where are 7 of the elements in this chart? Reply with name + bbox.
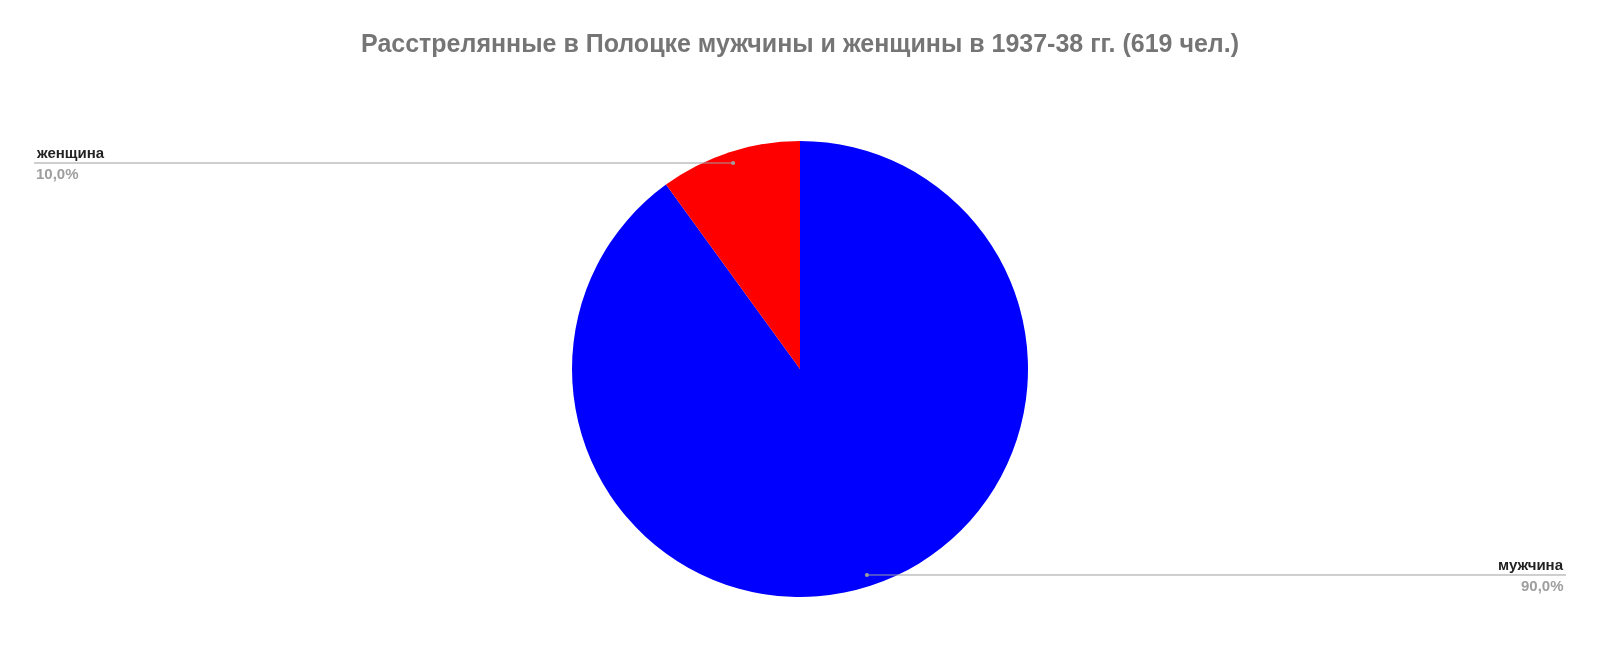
data-label: 10,0% — [36, 165, 79, 182]
slice-label: женщина — [36, 144, 105, 161]
pie-slice — [665, 141, 800, 369]
data-label: 90,0% — [1521, 577, 1564, 594]
slice-label: мужчина — [1498, 556, 1564, 573]
pie-slice — [572, 141, 1028, 597]
chart-title: Расстрелянные в Полоцке мужчины и женщины в 1937-38 гг. (619 чел.) — [361, 28, 1239, 57]
